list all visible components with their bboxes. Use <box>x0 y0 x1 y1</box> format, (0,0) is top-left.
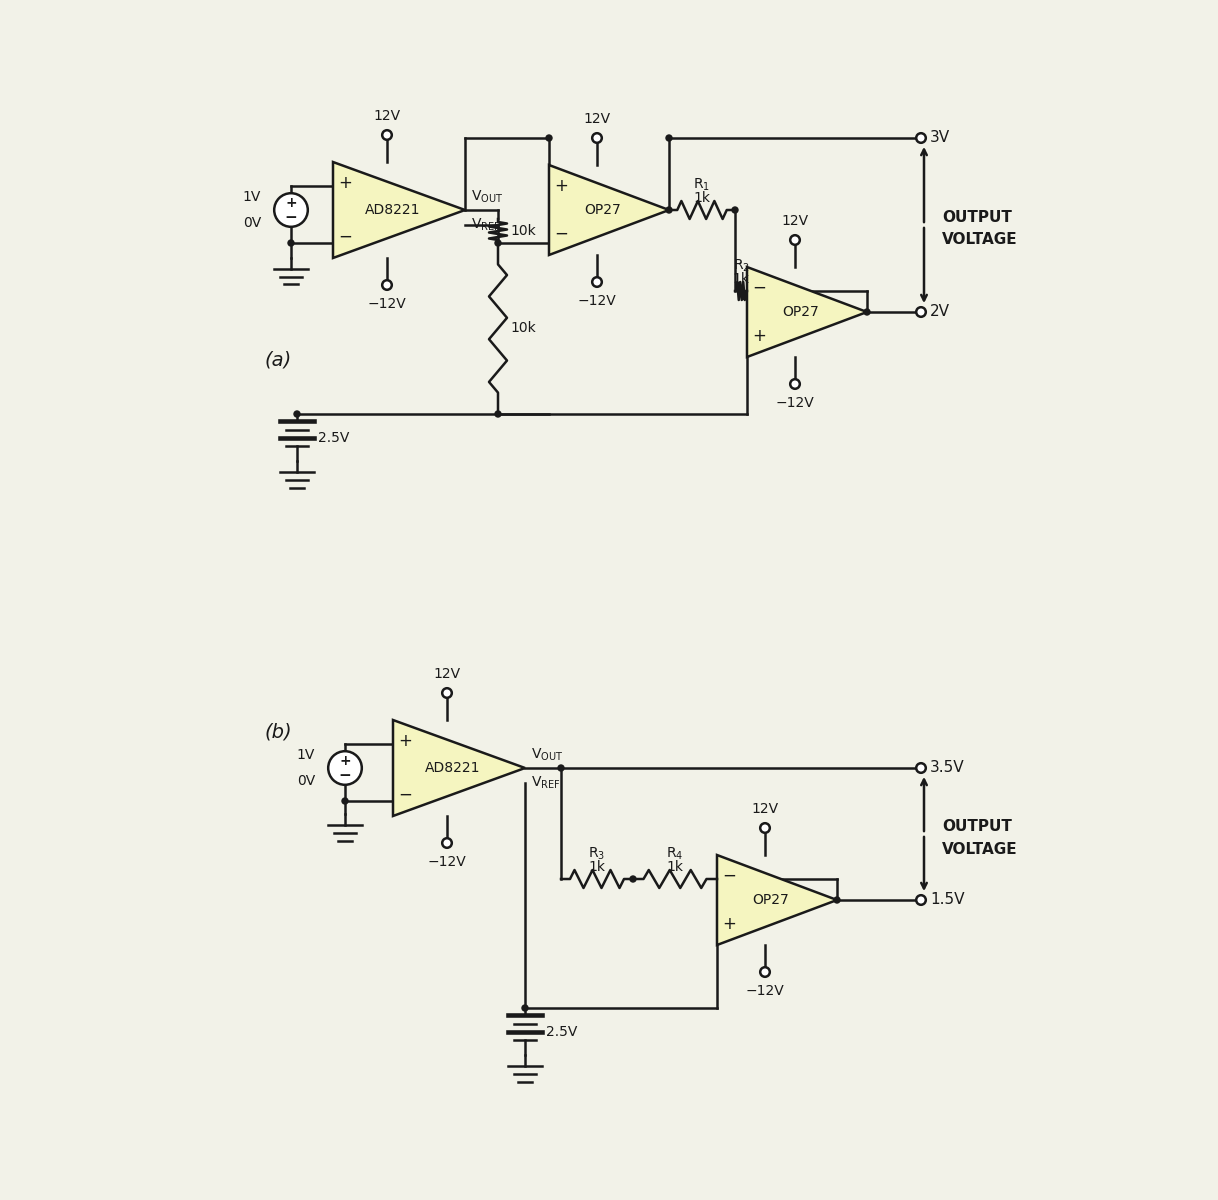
Circle shape <box>342 798 348 804</box>
Circle shape <box>630 876 636 882</box>
Text: R$_1$: R$_1$ <box>693 176 710 193</box>
Text: R$_4$: R$_4$ <box>666 846 683 862</box>
Text: OUTPUT: OUTPUT <box>942 210 1012 226</box>
Circle shape <box>382 130 392 139</box>
Circle shape <box>916 133 926 143</box>
Text: VOLTAGE: VOLTAGE <box>942 841 1017 857</box>
Text: V$_{\mathregular{REF}}$: V$_{\mathregular{REF}}$ <box>531 775 560 791</box>
Text: OP27: OP27 <box>585 203 621 217</box>
Text: R$_2$: R$_2$ <box>732 258 749 275</box>
Text: OP27: OP27 <box>783 305 820 319</box>
Text: +: + <box>554 176 568 194</box>
Text: 10k: 10k <box>510 322 536 336</box>
Polygon shape <box>549 164 669 254</box>
Circle shape <box>442 689 452 698</box>
Polygon shape <box>717 854 837 946</box>
Text: V$_{\mathregular{OUT}}$: V$_{\mathregular{OUT}}$ <box>531 746 563 763</box>
Text: 2V: 2V <box>931 305 950 319</box>
Text: 1V: 1V <box>242 190 261 204</box>
Text: 12V: 12V <box>583 112 610 126</box>
Text: (a): (a) <box>264 350 291 370</box>
Text: AD8221: AD8221 <box>365 203 420 217</box>
Text: 1k: 1k <box>732 272 749 286</box>
Circle shape <box>294 410 300 416</box>
Text: −12V: −12V <box>745 984 784 998</box>
Text: 1V: 1V <box>297 748 315 762</box>
Text: −: − <box>339 768 351 782</box>
Text: 12V: 12V <box>434 667 460 680</box>
Circle shape <box>274 193 308 227</box>
Circle shape <box>834 898 840 902</box>
Text: 1k: 1k <box>588 860 605 874</box>
Text: R$_3$: R$_3$ <box>588 846 605 862</box>
Circle shape <box>790 379 800 389</box>
Text: −: − <box>285 210 297 224</box>
Polygon shape <box>393 720 525 816</box>
Text: −: − <box>339 228 352 246</box>
Circle shape <box>916 307 926 317</box>
Circle shape <box>442 838 452 847</box>
Text: 0V: 0V <box>297 774 315 788</box>
Text: 3V: 3V <box>931 131 950 145</box>
Text: −: − <box>752 278 766 296</box>
Text: +: + <box>722 914 736 934</box>
Text: +: + <box>752 326 766 346</box>
Text: 12V: 12V <box>374 109 401 122</box>
Circle shape <box>592 277 602 287</box>
Text: AD8221: AD8221 <box>425 761 481 775</box>
Text: V$_{\mathregular{OUT}}$: V$_{\mathregular{OUT}}$ <box>471 188 503 205</box>
Circle shape <box>916 763 926 773</box>
Circle shape <box>495 410 501 416</box>
Polygon shape <box>747 266 867 358</box>
Circle shape <box>523 1006 527 1010</box>
Circle shape <box>287 240 294 246</box>
Text: 12V: 12V <box>752 802 778 816</box>
Text: +: + <box>398 732 412 750</box>
Text: OP27: OP27 <box>753 893 789 907</box>
Circle shape <box>732 206 738 214</box>
Text: 1k: 1k <box>666 860 683 874</box>
Text: V$_{\mathregular{REF}}$: V$_{\mathregular{REF}}$ <box>471 217 501 233</box>
Circle shape <box>558 766 564 770</box>
Text: +: + <box>339 174 352 192</box>
Text: VOLTAGE: VOLTAGE <box>942 233 1017 247</box>
Text: −12V: −12V <box>428 854 466 869</box>
Circle shape <box>864 308 870 314</box>
Text: +: + <box>285 197 297 210</box>
Circle shape <box>666 206 672 214</box>
Text: 1.5V: 1.5V <box>931 893 965 907</box>
Circle shape <box>546 134 552 140</box>
Text: −: − <box>398 786 412 804</box>
Text: OUTPUT: OUTPUT <box>942 820 1012 834</box>
Text: −: − <box>722 866 736 886</box>
Circle shape <box>916 895 926 905</box>
Text: 10k: 10k <box>510 224 536 238</box>
Text: 0V: 0V <box>242 216 261 230</box>
Text: −12V: −12V <box>776 396 815 410</box>
Text: −12V: −12V <box>368 296 407 311</box>
Circle shape <box>328 751 362 785</box>
Circle shape <box>760 823 770 833</box>
Circle shape <box>666 134 672 140</box>
Polygon shape <box>333 162 465 258</box>
Circle shape <box>592 133 602 143</box>
Text: 2.5V: 2.5V <box>318 431 350 445</box>
Text: 12V: 12V <box>782 214 809 228</box>
Circle shape <box>760 967 770 977</box>
Text: +: + <box>339 755 351 768</box>
Text: 3.5V: 3.5V <box>931 761 965 775</box>
Text: −12V: −12V <box>577 294 616 308</box>
Text: 2.5V: 2.5V <box>546 1025 577 1039</box>
Circle shape <box>382 281 392 289</box>
Circle shape <box>495 240 501 246</box>
Text: (b): (b) <box>264 722 291 742</box>
Text: −: − <box>554 226 568 242</box>
Text: 1k: 1k <box>693 191 710 205</box>
Circle shape <box>790 235 800 245</box>
